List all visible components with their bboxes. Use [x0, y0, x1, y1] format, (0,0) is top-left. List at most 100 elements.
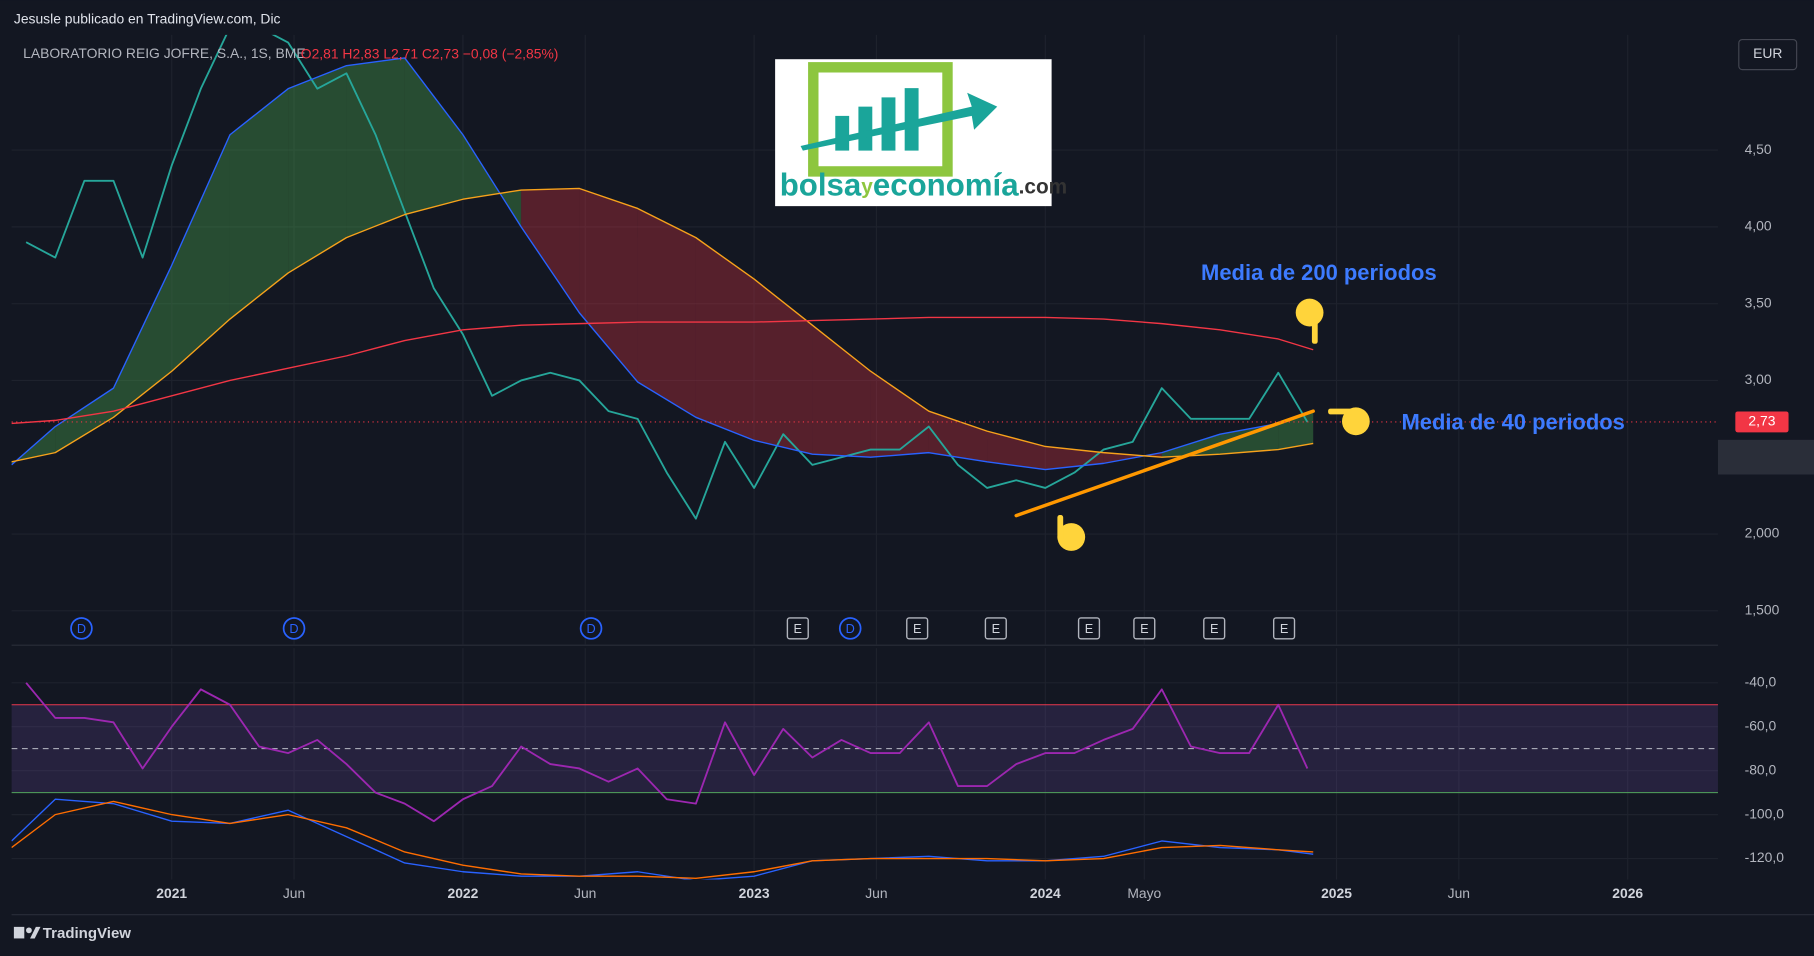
ma-fill-segment [870, 371, 929, 458]
ma-fill-segment [521, 188, 580, 313]
logo-part: bolsa [780, 168, 862, 203]
ma-fill-segment [1161, 434, 1221, 458]
ma-fill-segment [987, 431, 1046, 470]
ma-fill-segment [55, 388, 114, 453]
x-tick-label: 2026 [1612, 885, 1643, 901]
indicator-line [11, 57, 1314, 471]
ma-fill-segment [812, 325, 871, 458]
x-tick-label: 2021 [156, 885, 187, 901]
event-label: E [913, 621, 921, 636]
ma-fill-segment [404, 57, 463, 215]
event-marker [786, 617, 809, 640]
event-label: E [794, 621, 802, 636]
ma-fill-segment [288, 65, 347, 273]
event-label: D [586, 621, 595, 636]
last-price-box [1735, 411, 1789, 433]
logo-bar [904, 88, 919, 151]
hand-icon [1311, 318, 1318, 344]
event-marker [579, 617, 603, 640]
x-tick-label: Jun [1448, 885, 1470, 901]
footer-brand[interactable]: TradingView [43, 925, 131, 942]
x-tick-label: Jun [574, 885, 596, 901]
event-label: E [1210, 621, 1218, 636]
indicator-pane [11, 682, 1718, 880]
event-marker [1203, 617, 1226, 640]
grid [11, 34, 1718, 880]
y-tick-label: -60,0 [1745, 717, 1777, 733]
logo-arrow [800, 92, 998, 151]
y-tick-label: -100,0 [1745, 805, 1785, 821]
event-marker [1272, 617, 1296, 640]
logo-text: bolsayeconomía.com [780, 168, 1067, 203]
price-line [25, 34, 1309, 520]
event-label: E [1140, 621, 1148, 636]
hand-icon [1295, 298, 1324, 327]
brand-icon [26, 927, 32, 934]
event-marker [838, 617, 862, 640]
hand-icon [1057, 523, 1086, 551]
event-label: D [846, 621, 855, 636]
x-tick-label: Mayo [1127, 885, 1161, 901]
ohlc: O2,81 H2,83 L2,71 C2,73 −0,08 (−2,85%) [301, 45, 559, 61]
event-label: E [1085, 621, 1093, 636]
brand-icon [30, 926, 41, 939]
y-tick-label: 1,500 [1745, 601, 1780, 617]
logo-part: .com [1019, 175, 1068, 198]
event-marker [1133, 617, 1156, 640]
hand-icon [1328, 408, 1354, 415]
price-pane [11, 34, 1718, 520]
event-marker [70, 617, 93, 640]
ohlc-values: O2,81 H2,83 L2,71 C2,73 [301, 45, 459, 61]
change: −0,08 (−2,85%) [463, 45, 559, 61]
price-line [25, 682, 1309, 823]
ma-fill-segment [229, 88, 289, 320]
y-tick-label: 3,50 [1745, 294, 1772, 310]
ma-fill-segment [695, 237, 755, 441]
y-tick-label: -80,0 [1745, 761, 1777, 777]
event-marker [906, 617, 929, 640]
ma-fill-segment [928, 411, 988, 462]
annotation: Media de 40 periodos [1401, 409, 1624, 434]
y-tick-label: 2,000 [1745, 525, 1780, 541]
ma-fill-segment [754, 279, 813, 455]
indicator-line [11, 316, 1314, 425]
currency[interactable]: EUR [1753, 45, 1782, 61]
event-label: D [77, 621, 86, 636]
x-tick-label: 2022 [447, 885, 478, 901]
logo-bar [858, 106, 873, 151]
trendline [1014, 409, 1315, 518]
y-tick-label: -120,0 [1745, 849, 1785, 865]
event-marker [984, 617, 1007, 640]
ma-fill [11, 57, 1314, 470]
y-tick-label: 4,50 [1745, 141, 1772, 157]
brand-icon [13, 926, 25, 939]
ma-fill-segment [113, 265, 172, 418]
ma-fill-segment [579, 188, 638, 382]
logo-bar [835, 115, 850, 151]
ma-fill-segment [1045, 446, 1104, 470]
ma-fill-segment [171, 134, 230, 372]
header: Jesusle publicado en TradingView.com, Di… [14, 11, 281, 27]
event-label: D [289, 621, 298, 636]
event-label: E [1280, 621, 1288, 636]
indicator-line [11, 800, 1314, 880]
hand-icon [1057, 515, 1064, 541]
y-tick-label: 4,00 [1745, 218, 1772, 234]
last-price-label: 2,73 [1748, 413, 1775, 429]
legend: LABORATORIO REIG JOFRE, S.A., 1S, BME [23, 45, 305, 61]
logo-bar [881, 97, 896, 151]
event-marker [1077, 617, 1101, 640]
ma-fill-segment [637, 208, 696, 418]
event-label: E [992, 621, 1000, 636]
y-tick-label: -40,0 [1745, 673, 1777, 689]
x-tick-label: 2023 [739, 885, 770, 901]
annotation: Media de 200 periodos [1201, 260, 1437, 285]
x-tick-label: Jun [283, 885, 305, 901]
y-tick-label: 3,00 [1745, 371, 1772, 387]
brand[interactable]: TradingView [13, 925, 131, 942]
pointer-icons [1057, 298, 1370, 551]
currency-box[interactable] [1738, 38, 1798, 71]
ma-fill-segment [346, 57, 405, 238]
event-marker [282, 617, 306, 640]
